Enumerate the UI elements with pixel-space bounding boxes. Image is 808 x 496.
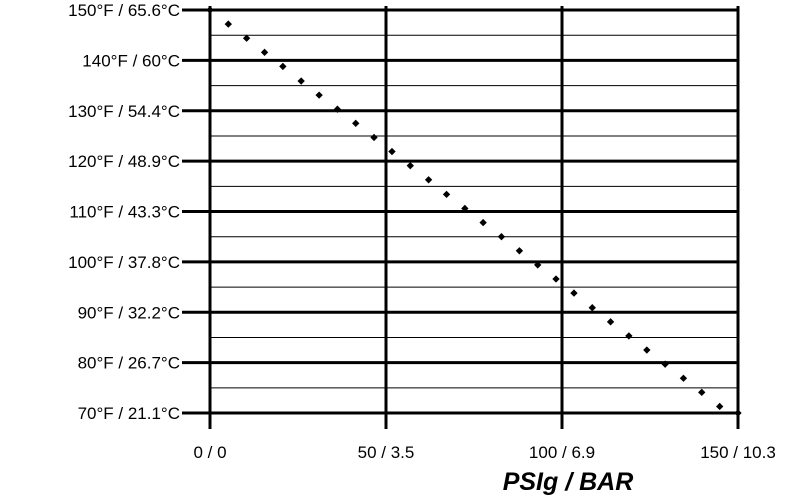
data-point <box>716 402 724 411</box>
data-point <box>625 332 633 340</box>
y-tick-label: 110°F / 43.3°C <box>69 203 180 222</box>
y-tick-label: 80°F / 26.7°C <box>78 354 180 373</box>
major-gridlines <box>182 6 740 429</box>
data-point <box>388 147 396 156</box>
x-tick-label: 100 / 6.9 <box>529 443 595 462</box>
x-axis-tick-labels: 0 / 0 50 / 3.5 100 / 6.9 150 / 10.3 <box>193 443 775 462</box>
data-point <box>588 304 596 312</box>
data-point <box>424 176 433 184</box>
data-point <box>534 261 542 269</box>
data-point <box>442 190 451 199</box>
data-point <box>679 374 688 382</box>
data-point <box>333 105 342 113</box>
data-point <box>206 6 214 14</box>
data-points <box>206 6 742 417</box>
y-tick-label: 130°F / 54.4°C <box>68 102 180 121</box>
data-point <box>661 360 669 368</box>
data-point <box>606 318 615 326</box>
data-point <box>242 34 251 42</box>
x-axis-title: PSIg / BAR <box>503 468 634 496</box>
data-point <box>406 161 414 170</box>
data-point <box>297 77 305 85</box>
y-axis-tick-labels: 150°F / 65.6°C 140°F / 60°C 130°F / 54.4°C… <box>68 1 180 423</box>
minor-gridlines <box>210 34 738 389</box>
data-point <box>279 62 287 71</box>
data-point <box>260 48 269 56</box>
data-point <box>552 275 560 283</box>
x-tick-label: 50 / 3.5 <box>358 443 415 462</box>
data-point <box>315 91 323 99</box>
data-point <box>515 247 524 255</box>
x-tick-label: 150 / 10.3 <box>700 443 776 462</box>
y-tick-label: 70°F / 21.1°C <box>78 404 180 423</box>
y-tick-label: 140°F / 60°C <box>82 51 180 70</box>
data-point <box>479 218 487 227</box>
data-point <box>643 346 651 354</box>
data-point <box>370 133 378 142</box>
y-tick-label: 100°F / 37.8°C <box>68 253 180 272</box>
data-point <box>734 409 742 417</box>
data-point <box>224 20 232 28</box>
data-point <box>698 388 706 397</box>
data-point <box>570 289 578 297</box>
x-tick-label: 0 / 0 <box>193 443 226 462</box>
y-tick-label: 150°F / 65.6°C <box>68 1 180 20</box>
data-point <box>352 119 360 128</box>
y-tick-label: 120°F / 48.9°C <box>68 152 180 171</box>
y-tick-label: 90°F / 32.2°C <box>78 303 180 322</box>
data-point <box>497 233 506 241</box>
